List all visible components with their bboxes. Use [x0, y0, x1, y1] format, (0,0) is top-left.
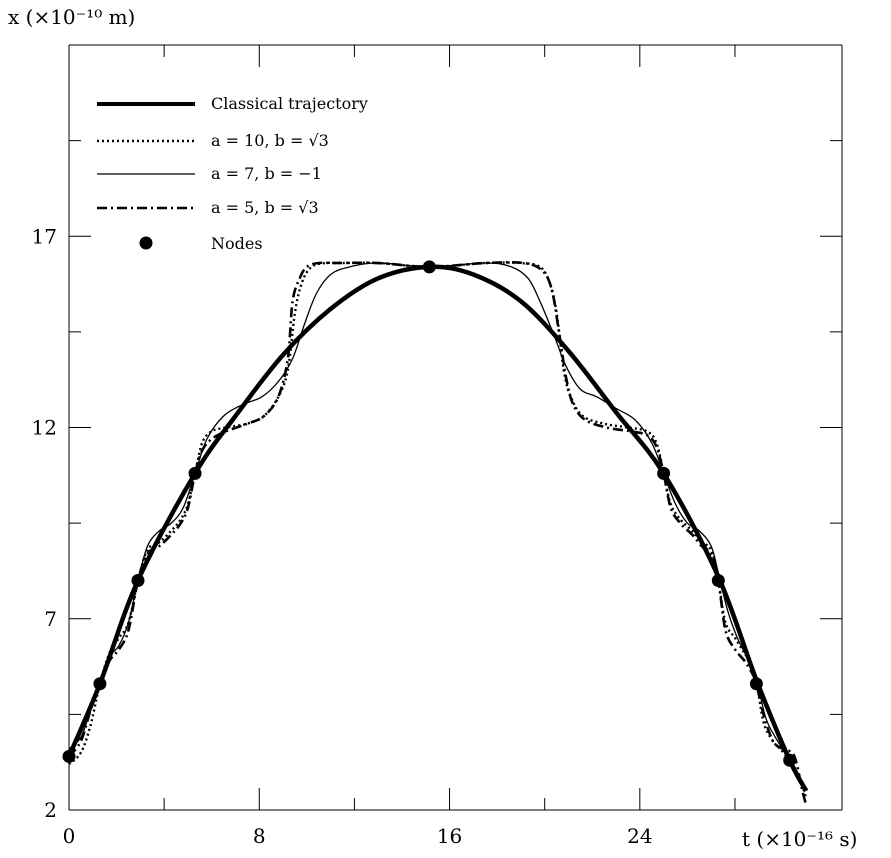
x-tick-label: 8 [253, 824, 266, 848]
legend-label-a7-b-minus1: a = 7, b = −1 [211, 164, 322, 183]
legend: Classical trajectory a = 10, b = √3 a = … [97, 94, 368, 253]
legend-label-a5-b-sqrt3: a = 5, b = √3 [211, 198, 319, 217]
y-tick-label: 7 [44, 607, 57, 631]
node-point [422, 260, 436, 274]
node-point [93, 677, 107, 691]
series-a7-b-minus1 [68, 262, 805, 792]
node-point [188, 466, 202, 480]
node-point [657, 466, 671, 480]
y-tick-label: 12 [32, 416, 57, 440]
node-point [131, 574, 145, 587]
legend-label-classical-trajectory: Classical trajectory [211, 94, 368, 113]
series-a10-b-sqrt3 [68, 261, 808, 799]
legend-label-a10-b-sqrt3: a = 10, b = √3 [211, 131, 329, 150]
node-point [749, 677, 763, 691]
node-point [783, 753, 797, 767]
node-point [711, 574, 725, 587]
legend-label-nodes: Nodes [211, 234, 263, 253]
nodes-layer [62, 260, 797, 767]
series-classical-trajectory [66, 264, 809, 792]
series-layer [66, 260, 809, 807]
x-tick-label: 0 [63, 824, 76, 848]
series-a5-b-sqrt3 [67, 260, 808, 807]
x-axis-label: t (×10⁻¹⁶ s) [742, 827, 857, 851]
y-axis-label: x (×10⁻¹⁰ m) [8, 5, 135, 29]
axis-ticks: 0 8 16 24 2 7 12 17 [32, 45, 842, 848]
x-tick-label: 24 [627, 824, 652, 848]
y-tick-label: 17 [32, 224, 57, 248]
legend-node-marker [139, 236, 153, 250]
node-point [62, 749, 76, 763]
y-tick-label: 2 [44, 798, 57, 822]
x-tick-label: 16 [437, 824, 462, 848]
